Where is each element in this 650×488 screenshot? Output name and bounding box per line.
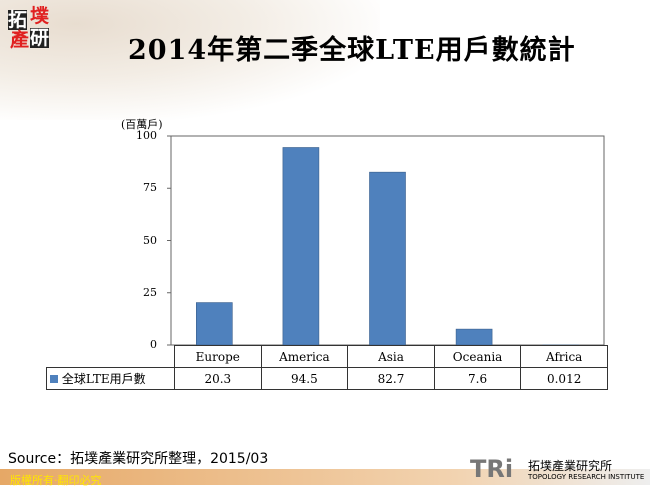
brand-english: TOPOLOGY RESEARCH INSTITUTE	[528, 473, 644, 481]
bar-europe	[196, 303, 232, 345]
data-label: 0.012	[521, 368, 608, 390]
brand-name: 拓墣產業研究所	[528, 457, 612, 474]
category-label: Europe	[175, 346, 262, 368]
brand-logo: TRi 拓墣產業研究所 TOPOLOGY RESEARCH INSTITUTE	[470, 455, 513, 483]
data-label: 94.5	[261, 368, 348, 390]
copyright: 版權所有‧翻印必究	[10, 474, 102, 487]
series-name: 全球LTE用戶數	[62, 372, 146, 386]
category-label: Oceania	[434, 346, 521, 368]
data-label: 82.7	[348, 368, 435, 390]
category-label: Africa	[521, 346, 608, 368]
category-label: America	[261, 346, 348, 368]
bar-america	[283, 147, 319, 345]
bar-oceania	[456, 329, 492, 345]
legend-swatch-icon	[50, 375, 58, 383]
brand-mark: TRi	[470, 455, 513, 483]
source-note: Source：拓墣產業研究所整理，2015/03	[8, 448, 268, 468]
data-label: 20.3	[175, 368, 262, 390]
data-label: 7.6	[434, 368, 521, 390]
category-label: Asia	[348, 346, 435, 368]
bar-asia	[370, 172, 406, 345]
